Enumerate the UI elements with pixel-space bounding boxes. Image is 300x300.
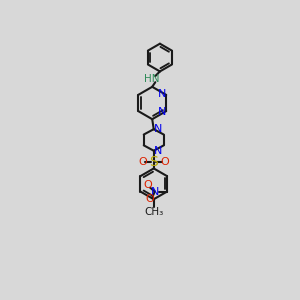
Text: CH₃: CH₃ [144, 207, 164, 217]
Text: S: S [149, 155, 158, 169]
Text: N: N [158, 107, 166, 117]
Text: O: O [143, 180, 152, 190]
Text: O: O [160, 157, 169, 167]
Text: HN: HN [145, 74, 160, 84]
Text: O: O [146, 194, 154, 204]
Text: N: N [154, 124, 163, 134]
Text: O: O [139, 157, 147, 167]
Text: N: N [151, 187, 159, 196]
Text: N: N [154, 146, 163, 156]
Text: N: N [158, 89, 166, 99]
